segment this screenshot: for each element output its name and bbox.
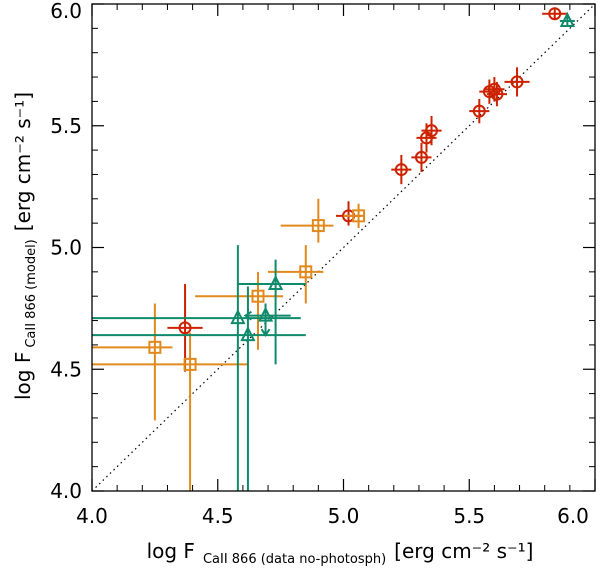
x-axis-label: log F CaII 866 (data no-photosph) [erg cm⁻… [147, 539, 534, 567]
circle-marker [490, 87, 504, 101]
triangle-marker [559, 11, 575, 28]
squares-point [268, 245, 324, 304]
square-marker [311, 219, 325, 233]
chart-reference-line-layer [91, 3, 596, 492]
x-tick-label: 5.5 [453, 504, 485, 528]
circle-marker [394, 163, 408, 177]
x-tick-label: 4.0 [76, 504, 108, 528]
circle-marker [548, 7, 562, 21]
triangle-marker [267, 274, 284, 291]
series-squares [92, 198, 366, 491]
chart-data-layer [92, 7, 575, 491]
circles-point [504, 67, 530, 97]
y-tick-label: 4.5 [50, 357, 82, 381]
one-to-one-reference-line [91, 3, 596, 492]
squares-point [343, 203, 366, 229]
x-tick-label: 4.5 [202, 504, 234, 528]
triangles-point [92, 286, 306, 491]
circle-marker [425, 124, 439, 138]
circles-point [421, 116, 442, 146]
y-tick-label: 6.0 [50, 0, 82, 23]
circle-marker [178, 321, 192, 335]
square-marker [251, 289, 265, 303]
triangles-point [559, 11, 575, 28]
y-tick-label: 5.0 [50, 236, 82, 260]
circles-point [411, 142, 432, 173]
triangles-point [243, 303, 291, 337]
square-marker [299, 265, 313, 279]
series-circles [167, 7, 568, 372]
triangle-marker [257, 306, 274, 322]
triangles-upper-limit-arrow [243, 310, 252, 321]
series-triangles [92, 11, 575, 491]
square-marker [183, 357, 197, 371]
circle-marker [510, 75, 524, 89]
square-marker [352, 209, 366, 223]
triangle-marker [230, 308, 246, 325]
triangles-upper-limit-arrow [260, 328, 271, 337]
squares-point [280, 198, 334, 243]
squares-point [92, 303, 173, 421]
circles-point [469, 98, 490, 124]
circle-marker [472, 104, 486, 118]
x-tick-label: 6.0 [557, 504, 589, 528]
circles-point [542, 7, 568, 21]
square-marker [148, 340, 162, 354]
y-tick-label: 5.5 [50, 114, 82, 138]
chart-axes-layer: 4.04.0 4.5 4.5 5.0 5.0 5.5 5.5 6.0 6.0 [50, 0, 596, 528]
circles-point [486, 81, 507, 107]
circles-point [391, 154, 412, 185]
y-axis-label: log FCaII 866 (model)[erg cm⁻² s⁻¹] [11, 92, 39, 400]
triangle-marker [240, 325, 256, 342]
x-tick-label: 5.0 [328, 504, 360, 528]
y-tick-label: 4.0 [50, 479, 82, 503]
circle-marker [414, 150, 428, 164]
triangles-point [237, 259, 306, 365]
squares-point [92, 332, 248, 491]
circles-point [167, 284, 203, 372]
